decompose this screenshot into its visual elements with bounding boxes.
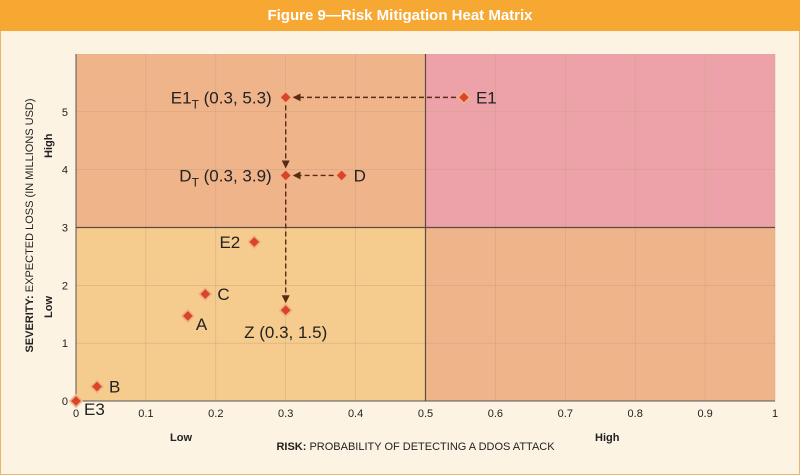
label-main: B: [109, 378, 120, 397]
point-E3: [68, 393, 84, 409]
label-main: D: [179, 166, 191, 185]
x-tick-label: 0.9: [697, 408, 712, 420]
x-tick-label: 0.3: [278, 408, 293, 420]
label-B: B: [109, 378, 120, 397]
label-main: E3: [84, 400, 105, 419]
y-high-label: High: [43, 133, 55, 158]
x-tick-label: 0: [73, 408, 79, 420]
label-A: A: [196, 315, 208, 334]
point-B: [89, 379, 105, 394]
x-tick-label: 0.4: [348, 408, 363, 420]
point-C: [198, 286, 213, 302]
label-subscript: T: [192, 97, 200, 111]
quadrants: [76, 54, 775, 401]
y-tick-label: 0: [62, 396, 68, 408]
x-tick-label: 0.1: [138, 408, 153, 420]
quadrant-high-risk-high-severity: [425, 54, 775, 228]
label-main: C: [217, 285, 229, 304]
y-tick-label: 2: [62, 280, 68, 292]
x-tick-label: 0.6: [488, 408, 503, 420]
x-tick-label: 0.8: [628, 408, 643, 420]
label-E1T: E1T (0.3, 5.3): [171, 88, 272, 111]
label-main: D: [354, 166, 366, 185]
tick-labels: 0 0.1 0.2 0.3 0.4 0.5 0.6 0.7 0.8 0.9 1 0 1 2 3 4 5: [62, 107, 778, 420]
quadrant-low-risk-high-severity: [76, 54, 426, 228]
mitigation-arrows: [281, 93, 456, 304]
y-axis-title-bold: SEVERITY:: [24, 295, 36, 352]
label-main: A: [196, 315, 208, 334]
label-E1: E1: [476, 88, 497, 107]
point-A: [180, 308, 195, 324]
label-main: E2: [219, 233, 240, 252]
quadrant-low-risk-low-severity: [76, 227, 426, 401]
point-E2: [247, 234, 262, 250]
x-axis-title-text: PROBABILITY OF DETECTING A DDOS ATTACK: [309, 441, 555, 453]
label-main: E1: [476, 88, 497, 107]
x-low-label: Low: [170, 432, 192, 444]
y-axis-title: SEVERITY: EXPECTED LOSS (IN MILLIONS USD…: [24, 98, 36, 352]
label-C: C: [217, 285, 229, 304]
x-tick-label: 0.7: [558, 408, 573, 420]
point-DT: [278, 168, 293, 183]
point-D: [334, 168, 349, 183]
point-E1T: [278, 90, 293, 105]
y-tick-label: 4: [62, 165, 68, 177]
point-Z: [278, 303, 293, 318]
label-Z: Z (0.3, 1.5): [244, 323, 327, 342]
figure-title: Figure 9—Risk Mitigation Heat Matrix: [0, 0, 800, 31]
label-subscript: T: [192, 175, 200, 189]
y-tick-label: 1: [62, 338, 68, 350]
point-E1: [456, 90, 472, 105]
x-tick-label: 0.5: [418, 408, 433, 420]
y-low-label: Low: [43, 296, 55, 318]
quadrant-dividers: [76, 54, 775, 401]
label-main: Z (0.3, 1.5): [244, 323, 327, 342]
x-tick-label: 1: [772, 408, 778, 420]
x-axis-title-bold: RISK:: [276, 441, 306, 453]
data-points: [68, 90, 472, 409]
label-coords: (0.3, 3.9): [199, 166, 272, 185]
x-tick-label: 0.2: [208, 408, 223, 420]
label-D: D: [354, 166, 366, 185]
label-DT: DT (0.3, 3.9): [179, 166, 271, 189]
label-main: E1: [171, 88, 192, 107]
y-tick-label: 3: [62, 223, 68, 235]
y-tick-label: 5: [62, 107, 68, 119]
x-high-label: High: [595, 432, 620, 444]
x-axis-title: RISK: PROBABILITY OF DETECTING A DDOS AT…: [276, 441, 555, 453]
label-E3: E3: [84, 400, 105, 419]
y-axis-title-text: EXPECTED LOSS (IN MILLIONS USD): [24, 98, 36, 292]
label-coords: (0.3, 5.3): [199, 88, 272, 107]
quadrant-high-risk-low-severity: [425, 227, 775, 401]
label-E2: E2: [219, 233, 240, 252]
